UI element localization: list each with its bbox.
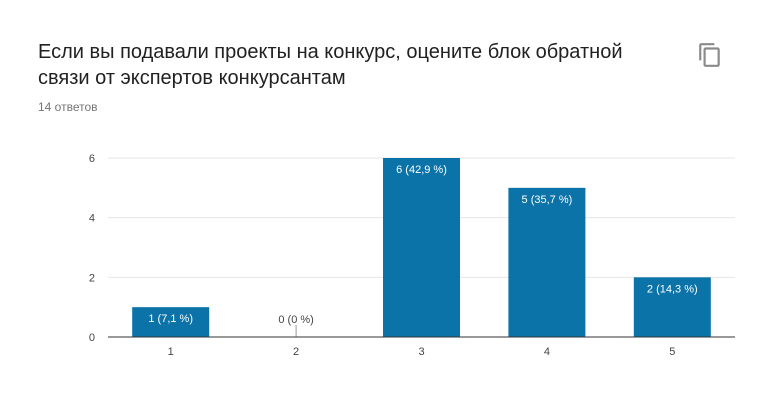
x-tick-label: 2 — [293, 346, 299, 358]
question-title: Если вы подавали проекты на конкурс, оце… — [38, 39, 678, 91]
bar — [383, 158, 460, 337]
bar-data-label: 0 (0 %) — [278, 314, 313, 326]
x-tick-label: 5 — [669, 346, 675, 358]
x-tick-label: 3 — [418, 346, 424, 358]
y-tick-label: 6 — [89, 153, 95, 165]
bar-data-label: 6 (42,9 %) — [396, 164, 447, 176]
copy-icon — [699, 43, 720, 67]
bar — [508, 187, 586, 337]
y-tick-label: 2 — [89, 272, 95, 284]
bar — [132, 307, 210, 337]
bar-chart: 0 2 4 6 1 (7,1 %) 1 0 (0 %) 2 6 (42,9 %) 3 5 (35,7… — [89, 153, 735, 358]
response-count: 14 ответов — [38, 100, 98, 114]
x-tick-label: 4 — [544, 346, 550, 358]
question-title-line-1: Если вы подавали проекты на конкурс, оце… — [38, 41, 623, 63]
bar-data-label: 2 (14,3 %) — [647, 283, 698, 295]
y-tick-label: 4 — [89, 213, 95, 225]
bar — [633, 277, 711, 337]
x-tick-label: 1 — [168, 346, 174, 358]
bar-data-label: 5 (35,7 %) — [522, 194, 573, 206]
bar-data-label: 1 (7,1 %) — [148, 313, 193, 325]
y-tick-label: 0 — [89, 332, 95, 344]
copy-chart-button[interactable] — [697, 42, 723, 68]
question-title-line-2: связи от экспертов конкурсантам — [38, 67, 346, 89]
